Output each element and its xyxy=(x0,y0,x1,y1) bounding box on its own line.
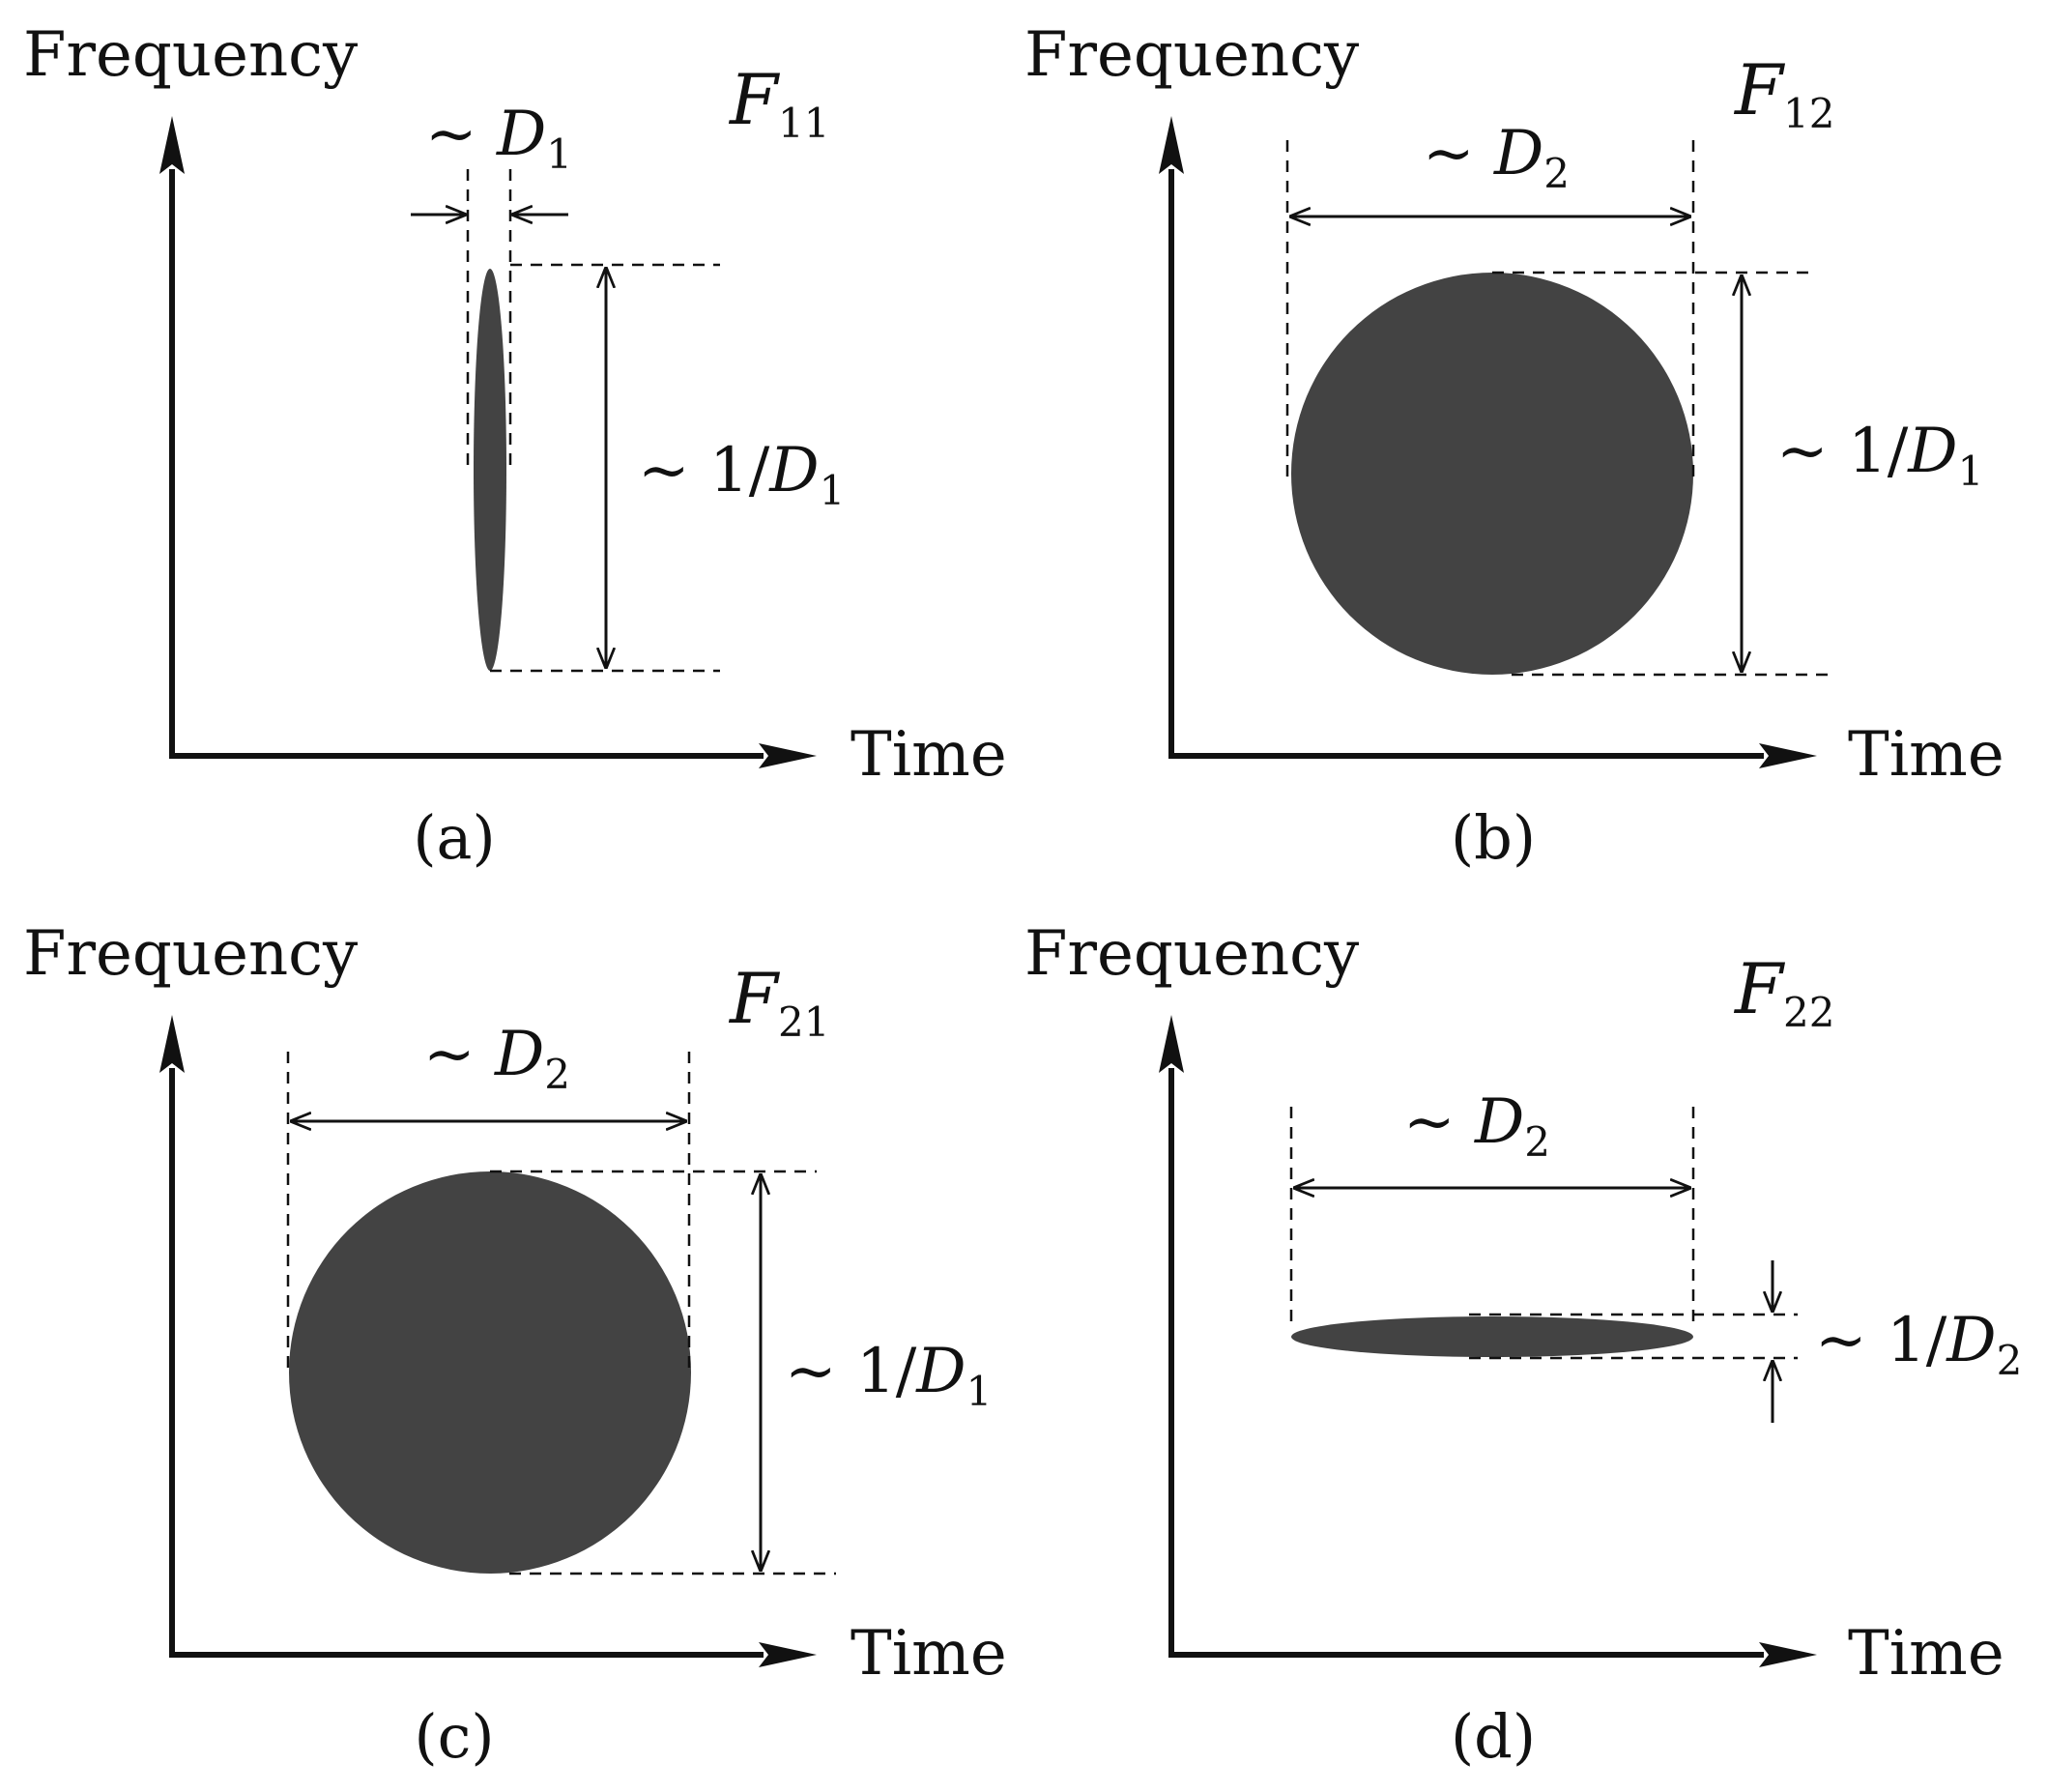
height-label: ~ 1/D1 xyxy=(785,1336,992,1415)
panel-a: Frequency Time F11 ~ D1 ~ 1/D1 (a) xyxy=(23,19,1007,873)
x-axis-label: Time xyxy=(1848,719,2004,791)
y-axis-label: Frequency xyxy=(23,918,358,990)
signal-shape xyxy=(474,269,506,671)
panel-caption: (b) xyxy=(1451,802,1536,873)
panel-caption: (a) xyxy=(413,802,495,873)
y-axis-arrowhead xyxy=(159,116,185,174)
x-axis-label: Time xyxy=(851,1618,1007,1690)
height-label: ~ 1/D1 xyxy=(638,435,845,514)
width-label: ~ D2 xyxy=(1423,118,1570,197)
x-axis-arrowhead xyxy=(1759,1642,1817,1667)
width-label: ~ D2 xyxy=(423,1019,570,1098)
y-axis-label: Frequency xyxy=(1024,19,1359,91)
height-label: ~ 1/D2 xyxy=(1815,1305,2022,1384)
panel-c: Frequency Time F21 ~ D2 ~ 1/D1 (c) xyxy=(23,918,1007,1772)
x-axis-label: Time xyxy=(1848,1618,2004,1690)
x-axis-label: Time xyxy=(851,719,1007,791)
y-axis-label: Frequency xyxy=(1024,918,1359,990)
signal-shape xyxy=(289,1171,691,1574)
x-axis-arrowhead xyxy=(759,1642,817,1667)
width-label: ~ D2 xyxy=(1403,1086,1550,1166)
panel-title: F22 xyxy=(1733,948,1834,1036)
panel-caption: (c) xyxy=(414,1701,494,1772)
x-axis-arrowhead xyxy=(759,743,817,768)
y-axis-label: Frequency xyxy=(23,19,358,91)
width-label: ~ D1 xyxy=(425,99,572,178)
panel-caption: (d) xyxy=(1451,1701,1536,1772)
panel-d: Frequency Time F22 ~ D2 ~ 1/D2 (d) xyxy=(1024,918,2022,1772)
y-axis-arrowhead xyxy=(1159,116,1184,174)
y-axis-arrowhead xyxy=(159,1015,185,1073)
signal-shape xyxy=(1291,1316,1693,1357)
panel-title: F11 xyxy=(728,59,829,147)
panel-title: F12 xyxy=(1733,49,1834,137)
y-axis-arrowhead xyxy=(1159,1015,1184,1073)
panel-title: F21 xyxy=(728,958,829,1046)
signal-shape xyxy=(1291,273,1693,675)
x-axis-arrowhead xyxy=(1759,743,1817,768)
height-label: ~ 1/D1 xyxy=(1776,416,1983,495)
panel-b: Frequency Time F12 ~ D2 ~ 1/D1 (b) xyxy=(1024,19,2004,873)
